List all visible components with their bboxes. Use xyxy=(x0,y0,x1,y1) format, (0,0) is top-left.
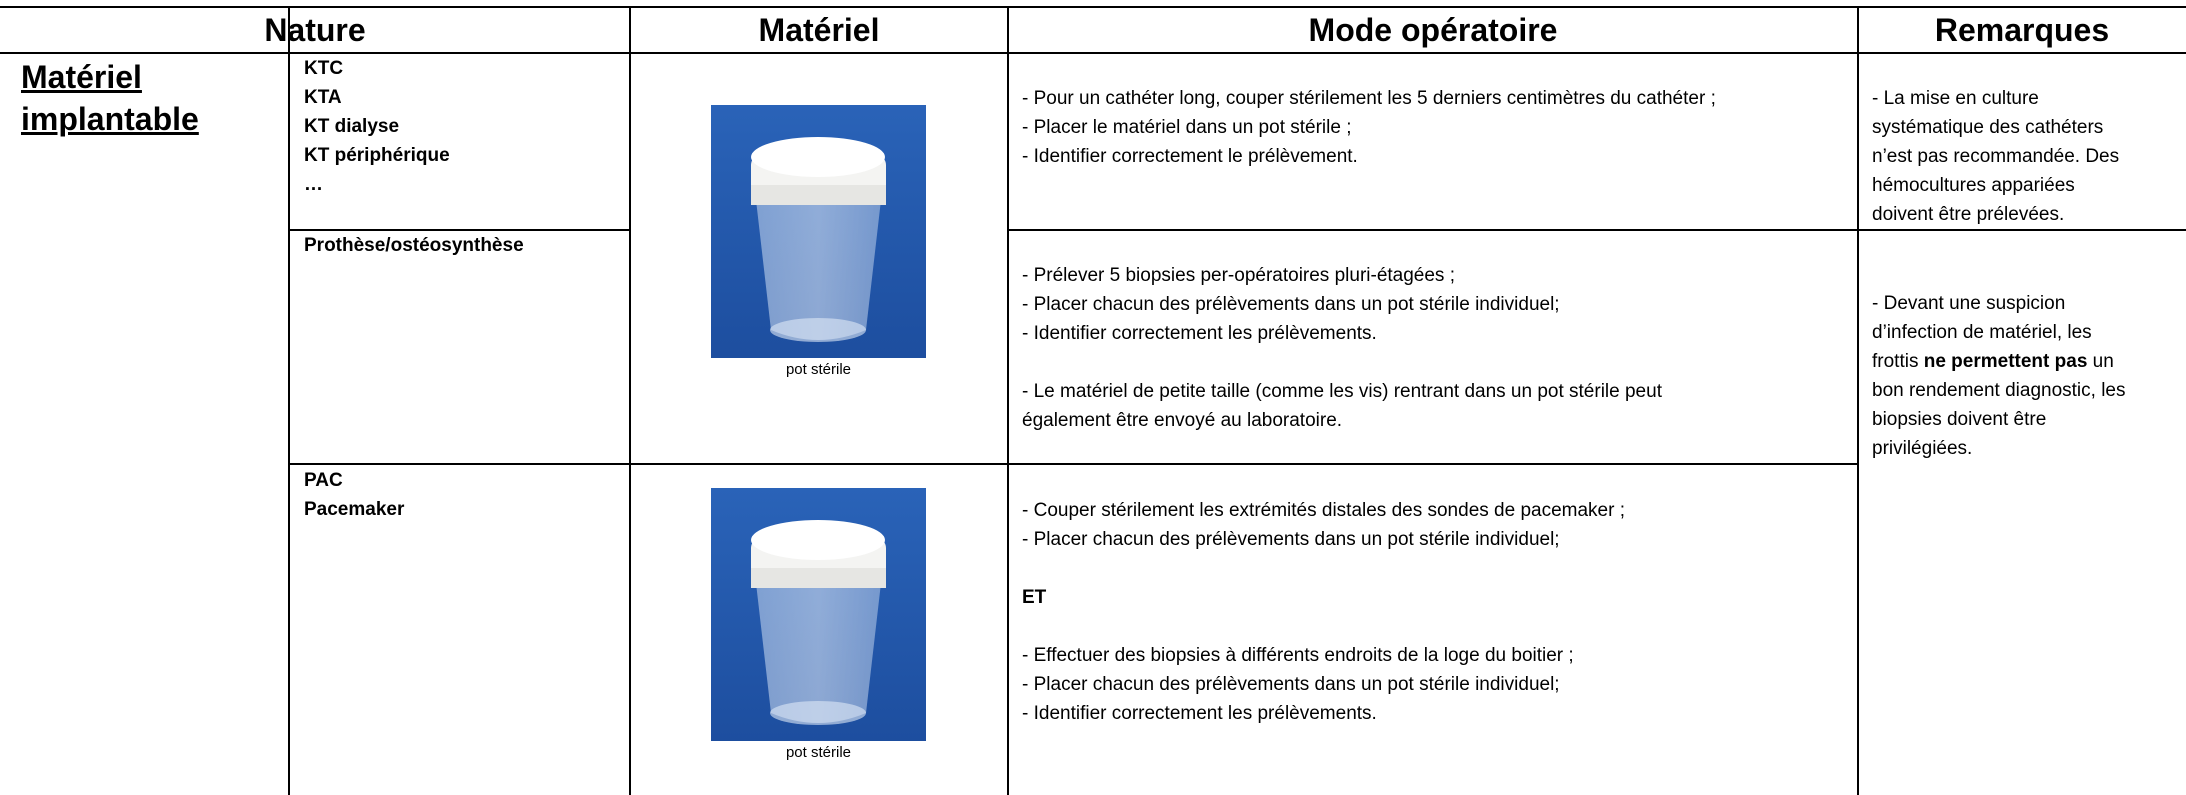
header-cell: Remarques xyxy=(1934,11,2110,48)
remarks-line: - Devant une suspicion xyxy=(1872,293,2066,314)
remarks-text: un xyxy=(2087,351,2114,372)
remarks-cell: - Devant une suspicion d’infection de ma… xyxy=(1872,289,2126,463)
nature-cell: KTC KTA KT dialyse KT périphérique … xyxy=(304,54,450,199)
mode-line: - Identifier correctement les prélèvemen… xyxy=(1022,703,1377,724)
image-caption: pot stérile xyxy=(785,361,852,378)
remarks-line: d’infection de matériel, les xyxy=(1872,322,2092,343)
remarks-emphasis: ne permettent pas xyxy=(1923,351,2088,372)
mode-line: ET xyxy=(1022,587,1047,608)
nature-cell: Prothèse/ostéosynthèse xyxy=(304,231,524,260)
remarks-line: doivent être prélevées. xyxy=(1872,204,2065,225)
mode-line: - Couper stérilement les extrémités dist… xyxy=(1022,500,1625,521)
nature-item: KT périphérique xyxy=(304,145,450,166)
remarks-line: bon rendement diagnostic, les xyxy=(1872,380,2126,401)
nature-item: PAC xyxy=(304,470,343,491)
remarks-line: n’est pas recommandée. Des xyxy=(1872,146,2120,167)
remarks-line: biopsies doivent être xyxy=(1872,409,2047,430)
remarks-line: hémocultures appariées xyxy=(1872,175,2075,196)
mode-line: - Pour un cathéter long, couper stérilem… xyxy=(1022,88,1716,109)
image-caption: pot stérile xyxy=(785,744,852,761)
nature-item: KTA xyxy=(304,87,342,108)
mode-line: - Le matériel de petite taille (comme le… xyxy=(1022,381,1662,402)
mode-line: - Identifier correctement le prélèvement… xyxy=(1022,146,1358,167)
remarks-line: systématique des cathéters xyxy=(1872,117,2104,138)
mode-line: également être envoyé au laboratoire. xyxy=(1022,410,1343,431)
header-cell: Matériel xyxy=(758,11,880,48)
mode-line: - Placer le matériel dans un pot stérile… xyxy=(1022,117,1352,138)
nature-item: KTC xyxy=(304,58,344,79)
mode-line: - Placer chacun des prélèvements dans un… xyxy=(1022,294,1560,315)
mode-cell: - Prélever 5 biopsies per-opératoires pl… xyxy=(1022,261,1662,435)
remarks-line: frottis ne permettent pas un xyxy=(1872,347,2126,376)
mode-line: - Prélever 5 biopsies per-opératoires pl… xyxy=(1022,265,1455,286)
remarks-line: privilégiées. xyxy=(1872,438,1973,459)
category: Matériel implantable xyxy=(21,59,199,137)
remarks-line: - La mise en culture xyxy=(1872,88,2039,109)
mode-line: - Placer chacun des prélèvements dans un… xyxy=(1022,529,1560,550)
mode-line: - Identifier correctement les prélèvemen… xyxy=(1022,323,1377,344)
nature-item: KT dialyse xyxy=(304,116,400,137)
header-cell: Mode opératoire xyxy=(1308,11,1558,48)
nature-item: Pacemaker xyxy=(304,499,405,520)
mode-line: - Placer chacun des prélèvements dans un… xyxy=(1022,674,1560,695)
remarks-text: frottis xyxy=(1872,351,1924,372)
mode-cell: - Pour un cathéter long, couper stérilem… xyxy=(1022,84,1716,171)
remarks-cell: - La mise en culture systématique des ca… xyxy=(1872,84,2119,229)
nature-cell: PAC Pacemaker xyxy=(304,466,404,524)
header-cell: Nature xyxy=(264,11,366,48)
mode-line: - Effectuer des biopsies à différents en… xyxy=(1022,645,1574,666)
mode-cell: - Couper stérilement les extrémités dist… xyxy=(1022,496,1625,728)
nature-item: Prothèse/ostéosynthèse xyxy=(304,235,524,256)
nature-item: … xyxy=(304,174,323,195)
